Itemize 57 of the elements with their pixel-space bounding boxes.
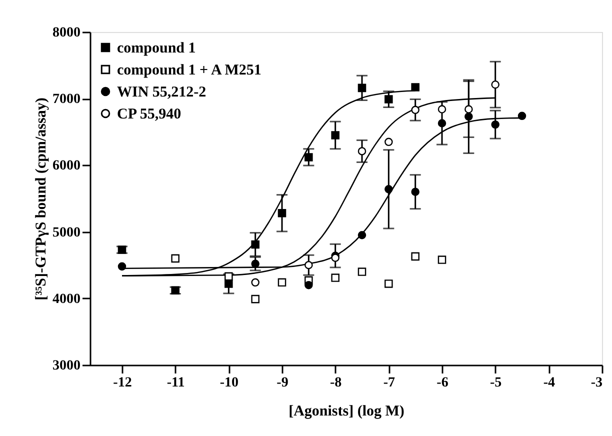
point: [118, 262, 126, 271]
point: [171, 254, 180, 263]
x-tick-label: -3: [590, 376, 602, 390]
point: [384, 95, 393, 104]
y-tick-label: 3000: [52, 358, 80, 374]
y-axis-title: [³⁵S]-GTPγS bound (cpm/assay): [34, 98, 50, 300]
point: [438, 119, 446, 128]
point: [224, 272, 233, 281]
x-tick-label: -7: [383, 376, 396, 390]
legend-label: compound 1 + A M251: [117, 62, 262, 78]
point: [304, 260, 313, 270]
x-tick-label: -6: [436, 376, 448, 390]
point: [464, 112, 473, 121]
point: [491, 120, 500, 129]
point: [411, 106, 420, 114]
point: [358, 268, 366, 276]
point: [358, 231, 366, 240]
y-tick-label: 7000: [52, 92, 80, 108]
point: [304, 280, 313, 290]
point: [358, 84, 366, 92]
point: [384, 280, 393, 288]
point: [331, 131, 340, 140]
x-tick-label: -8: [330, 376, 342, 390]
point: [278, 278, 286, 287]
y-tick-label: 4000: [52, 292, 80, 307]
point: [384, 138, 393, 146]
legend-label: CP 55,940: [117, 106, 182, 122]
y-tick-label: 6000: [52, 158, 80, 174]
point: [411, 83, 420, 92]
point: [251, 278, 260, 287]
point: [438, 105, 446, 114]
point: [251, 260, 260, 268]
point: [464, 105, 473, 114]
point: [304, 153, 313, 162]
point: [384, 185, 393, 194]
point: [251, 294, 260, 304]
point: [331, 274, 340, 282]
point: [358, 147, 366, 156]
point: [491, 80, 500, 89]
point: [518, 112, 526, 120]
point: [411, 252, 420, 261]
x-tick-label: -5: [490, 376, 502, 390]
point: [251, 240, 260, 249]
x-tick-label: -12: [113, 376, 132, 390]
x-tick-label: -11: [166, 376, 185, 390]
point: [224, 280, 233, 288]
x-axis-title: [Agonists] (log M): [288, 404, 404, 420]
y-tick-label: 8000: [52, 26, 80, 40]
x-tick-label: -9: [276, 376, 288, 390]
x-tick-label: -10: [220, 376, 239, 390]
legend-label: WIN 55,212-2: [117, 84, 206, 100]
x-tick-label: -4: [543, 376, 556, 390]
legend-label: compound 1: [117, 40, 196, 56]
y-tick-label: 5000: [52, 225, 80, 240]
point: [411, 188, 420, 196]
point: [438, 256, 446, 264]
point: [278, 209, 286, 218]
